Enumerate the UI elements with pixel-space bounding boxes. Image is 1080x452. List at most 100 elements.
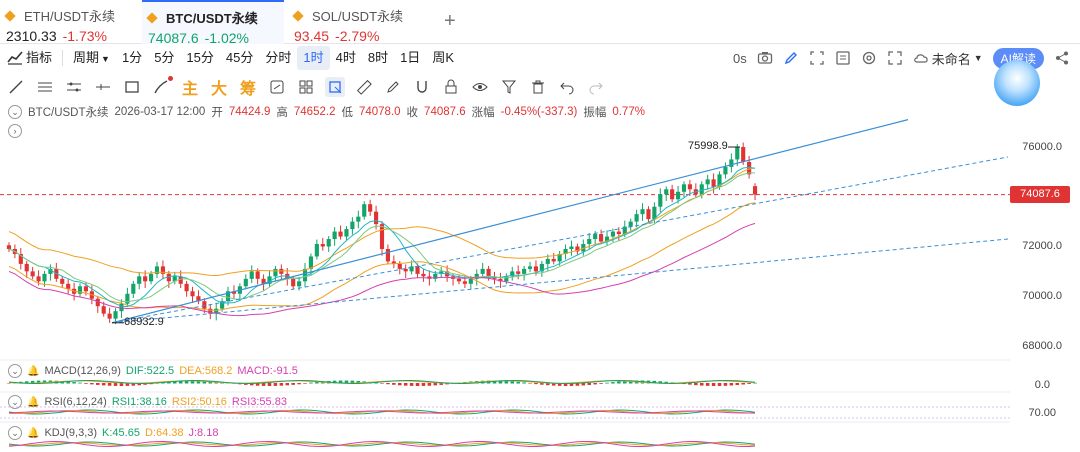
contract-diamond-icon <box>4 9 16 22</box>
tab-eth[interactable]: ETH/USDT永续 2310.33 -1.73% <box>0 0 140 44</box>
rectangle-tool[interactable] <box>122 77 142 97</box>
interval-15m[interactable]: 15分 <box>186 50 214 65</box>
candle-body <box>350 221 355 230</box>
settings-icon[interactable] <box>861 50 877 66</box>
macd-histogram-bar <box>273 383 278 386</box>
info-symbol: BTC/USDT永续 <box>28 107 109 119</box>
candle-body <box>409 266 414 272</box>
macd-histogram-bar <box>575 383 580 386</box>
interval-1m[interactable]: 1分 <box>121 50 143 65</box>
candle-body <box>439 271 444 274</box>
candle-body <box>6 245 12 249</box>
macd-histogram-bar <box>72 382 76 384</box>
select-tool[interactable] <box>325 77 345 97</box>
macd-histogram-bar <box>652 380 657 384</box>
macd-histogram-bar <box>729 383 734 386</box>
fullscreen-icon[interactable] <box>887 50 903 66</box>
period-button[interactable]: 周期 ▼ <box>67 46 116 70</box>
diagonal-line-icon <box>9 80 23 94</box>
alert-bell-icon[interactable]: 🔔 <box>27 396 40 408</box>
lock-icon <box>445 79 457 94</box>
hline-tool[interactable] <box>35 77 55 97</box>
tab-btc-change: -1.02% <box>204 30 249 46</box>
chip-button[interactable]: 筹 <box>239 81 256 98</box>
candle-body <box>681 184 687 192</box>
main-force-button[interactable]: 主 <box>181 81 198 98</box>
high-label: 高 <box>276 107 288 119</box>
macd-histogram-bar <box>101 383 106 386</box>
add-tab-button[interactable]: + <box>444 10 456 32</box>
low-annotation: 68932.9 <box>124 316 164 328</box>
interval-4h[interactable]: 4时 <box>335 50 356 65</box>
candle-body <box>599 234 604 242</box>
collapse-icon[interactable]: ⌄ <box>8 426 22 440</box>
interval-5m[interactable]: 5分 <box>154 50 175 65</box>
grid-tool[interactable] <box>296 77 316 97</box>
note-icon[interactable] <box>835 50 851 66</box>
compare-tool[interactable] <box>267 77 287 97</box>
pencil-tool[interactable] <box>383 77 403 97</box>
collapse-icon[interactable]: ⌄ <box>8 105 22 119</box>
candle-body <box>456 278 462 282</box>
macd-histogram-bar <box>605 382 609 384</box>
undo-button[interactable] <box>557 77 577 97</box>
macd-axis-zero: 0.0 <box>1034 379 1050 391</box>
macd-histogram-bar <box>445 383 449 385</box>
visibility-tool[interactable] <box>470 77 490 97</box>
candle-body <box>670 189 675 200</box>
candle-body <box>261 278 266 284</box>
candle-body <box>610 231 616 237</box>
collapse-icon[interactable]: ⌄ <box>8 364 22 378</box>
ruler-icon <box>356 79 372 95</box>
pen-icon[interactable] <box>783 50 799 66</box>
period-label: 周期 <box>73 50 100 65</box>
bollinger-upper-line <box>8 167 756 277</box>
candle-body <box>604 236 610 242</box>
delete-tool[interactable] <box>528 77 548 97</box>
macd-histogram-bar <box>747 383 751 384</box>
candle-body <box>249 271 254 279</box>
macd-dea: DEA:568.2 <box>179 365 233 377</box>
big-order-button[interactable]: 大 <box>210 81 227 98</box>
macd-histogram-bar <box>569 383 574 386</box>
collapse-icon[interactable]: ⌄ <box>8 395 22 409</box>
macd-histogram-bar <box>202 380 207 384</box>
ruler-tool[interactable] <box>354 77 374 97</box>
tab-btc[interactable]: BTC/USDT永续 74087.6 -1.02% <box>142 0 284 46</box>
trendline-tool[interactable] <box>6 77 26 97</box>
indicator-button[interactable]: 指标 <box>0 46 58 70</box>
crosshair-tool[interactable] <box>93 77 113 97</box>
tab-sol[interactable]: SOL/USDT永续 93.45 -2.79% <box>288 0 428 44</box>
parallel-tool[interactable] <box>64 77 84 97</box>
interval-8h[interactable]: 8时 <box>367 50 389 65</box>
interval-week[interactable]: 周K <box>432 50 454 65</box>
candle-body <box>273 268 278 277</box>
alert-bell-icon[interactable]: 🔔 <box>27 427 40 439</box>
lock-tool[interactable] <box>441 77 461 97</box>
ai-assistant-orb[interactable] <box>994 60 1040 106</box>
redo-button[interactable] <box>586 77 606 97</box>
frame-icon[interactable] <box>809 50 825 66</box>
rsi2-value: RSI2:50.16 <box>171 396 227 408</box>
parallel-lines-icon <box>67 82 81 92</box>
close-label: 收 <box>406 107 419 119</box>
interval-1d[interactable]: 1日 <box>400 50 421 65</box>
interval-1h[interactable]: 1时 <box>297 46 330 70</box>
macd-histogram-bar <box>78 382 82 384</box>
layout-selector[interactable]: 未命名 ▼ <box>913 49 983 68</box>
filter-tool[interactable] <box>499 77 519 97</box>
candle-body <box>344 229 349 237</box>
magnet-tool[interactable] <box>412 77 432 97</box>
interval-45m[interactable]: 45分 <box>225 50 254 65</box>
candle-body <box>320 244 325 247</box>
alert-bell-icon[interactable]: 🔔 <box>27 365 40 377</box>
candlestick-chart[interactable] <box>0 100 1010 452</box>
share-icon[interactable] <box>1054 50 1070 66</box>
interval-timeline[interactable]: 分时 <box>265 50 292 65</box>
camera-icon[interactable] <box>757 50 773 66</box>
brush-tool[interactable] <box>151 76 173 97</box>
magnet-icon <box>417 81 427 93</box>
macd-histogram-bar <box>297 383 301 385</box>
expand-icon[interactable]: › <box>8 124 22 138</box>
open-label: 开 <box>211 107 223 119</box>
